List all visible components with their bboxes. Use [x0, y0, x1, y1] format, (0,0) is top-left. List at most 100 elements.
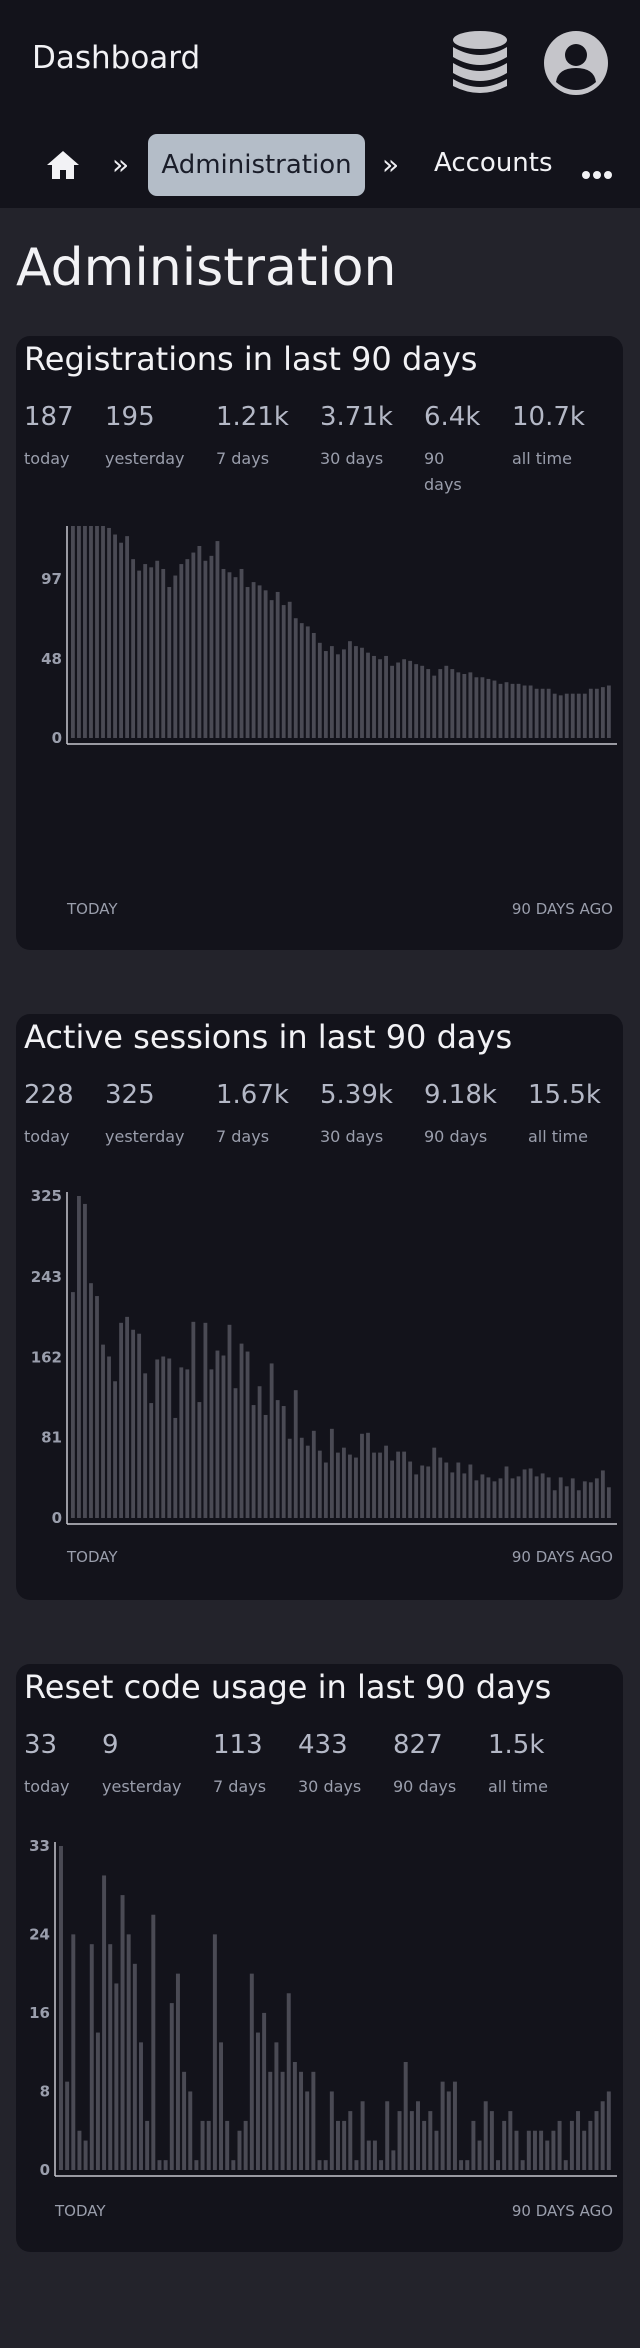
chart-bar [366, 1432, 370, 1518]
chart-bar [378, 1452, 382, 1518]
chart-bar [384, 655, 388, 738]
chart-bar [390, 1460, 394, 1518]
chart-bar [182, 2071, 187, 2170]
reset-code-card: Reset code usage in last 90 days 33 toda… [16, 1664, 623, 2252]
chart-bar [305, 626, 310, 738]
stat-7-days: 1.67k 7 days [216, 1080, 289, 1150]
chart-bar [323, 651, 328, 738]
chart-bar [143, 1373, 148, 1518]
stat-7-days: 113 7 days [213, 1730, 266, 1800]
stat-value: 10.7k [512, 402, 585, 432]
stat-label: all time [528, 1127, 588, 1146]
chart-bar [231, 2160, 236, 2170]
chart-bar [175, 1973, 180, 2170]
chart-bar [120, 1895, 125, 2170]
chart-bar [237, 2130, 242, 2170]
chart-bar [474, 677, 479, 738]
chart-bar [161, 1356, 166, 1518]
chart-bar [249, 1973, 254, 2170]
x-axis-label-right: 90 DAYS AGO [512, 2202, 613, 2220]
chart-bar [255, 2032, 260, 2170]
chart-bar [151, 1914, 156, 2170]
chart-bar [534, 688, 539, 738]
chart-bar [360, 647, 364, 738]
chart-bar [444, 665, 449, 738]
chart-bar [477, 2140, 482, 2170]
chart-bar [354, 1457, 358, 1518]
stat-label: today [24, 1777, 70, 1796]
home-icon[interactable] [46, 148, 80, 186]
chart-bar [486, 678, 491, 738]
chart-bar [336, 2120, 340, 2170]
chart-bar [71, 1934, 76, 2170]
breadcrumb-separator: » [382, 148, 400, 181]
chart-bar [540, 1473, 545, 1518]
chart-bar [360, 1433, 364, 1518]
chart-bar [257, 585, 262, 738]
chart-bar [492, 1481, 497, 1518]
chart-bar [342, 2120, 347, 2170]
chart-bar [402, 659, 407, 738]
chart-bar [219, 2042, 223, 2170]
chart-bar [215, 541, 220, 738]
stat-label: yesterday [102, 1777, 182, 1796]
stat-value: 33 [24, 1730, 58, 1760]
chart-bar [594, 688, 599, 738]
chart-bar [101, 1344, 105, 1518]
chart-bar [450, 669, 455, 738]
stat-90-days: 6.4k 90 days [424, 402, 480, 498]
chart-bar [287, 1438, 292, 1518]
chart-bar [582, 1481, 587, 1518]
chart-bar [335, 654, 340, 738]
stat-value: 9 [102, 1730, 119, 1760]
chart-bar [422, 2120, 427, 2170]
y-tick-label: 162 [31, 1348, 62, 1366]
chart-bar [317, 1450, 322, 1518]
app-title[interactable]: Dashboard [32, 40, 201, 76]
breadcrumb-administration[interactable]: Administration [148, 134, 365, 196]
chart-bar [450, 1472, 455, 1518]
chart-bar [558, 1477, 563, 1518]
chart-bar [209, 1369, 214, 1518]
chart-bar [504, 1466, 509, 1518]
chart-bar [428, 2111, 433, 2170]
breadcrumb-accounts[interactable]: Accounts [434, 148, 553, 178]
stat-value: 325 [105, 1080, 155, 1110]
database-icon[interactable] [450, 30, 510, 100]
chart-bar [414, 664, 419, 738]
chart-bar [251, 582, 256, 738]
stat-label: 90 days [424, 1127, 488, 1146]
chart-bar [233, 1388, 238, 1518]
chart-bar [95, 2032, 100, 2170]
chart-bar [119, 1322, 123, 1518]
chart-bar [354, 2160, 359, 2170]
more-icon[interactable] [582, 164, 615, 183]
chart-bar [432, 1447, 437, 1518]
chart-bar [102, 1875, 107, 2170]
chart-bar [119, 542, 123, 738]
chart-bar [126, 1934, 131, 2170]
user-avatar-icon[interactable] [543, 30, 609, 100]
chart-bar [194, 2160, 199, 2170]
chart-bar [540, 688, 545, 738]
chart-bar [462, 674, 467, 738]
chart-bar [532, 2130, 537, 2170]
chart-bar [522, 685, 527, 738]
chart-bar [498, 683, 503, 738]
chart-bar [471, 2120, 476, 2170]
chart-bar [311, 1430, 316, 1518]
stat-value: 113 [213, 1730, 263, 1760]
chart-bar [287, 601, 292, 738]
registrations-chart: TODAY 90 DAYS AGO 04897146195 [41, 526, 617, 918]
chart-bar [569, 2120, 574, 2170]
chart-bar [281, 605, 286, 738]
chart-bar [77, 1196, 81, 1518]
chart-bar [348, 1454, 352, 1518]
chart-bar [408, 1461, 413, 1518]
chart-bar [243, 2120, 248, 2170]
y-tick-label: 243 [31, 1268, 62, 1286]
chart-bar [179, 564, 184, 738]
stat-label: today [24, 1127, 70, 1146]
stat-value: 1.5k [488, 1730, 545, 1760]
chart-bar [113, 534, 117, 738]
